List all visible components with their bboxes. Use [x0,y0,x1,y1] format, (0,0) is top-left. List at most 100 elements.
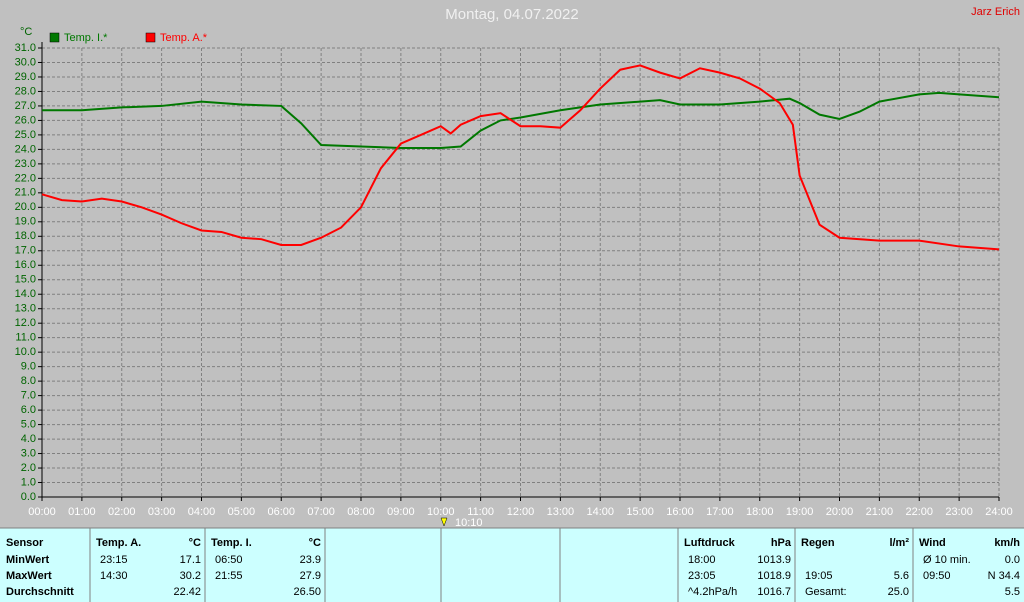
table-cell: 09:50 [923,570,951,582]
y-tick-label: 13.0 [15,303,36,315]
table-header: Luftdruck [684,537,736,549]
x-tick-label: 07:00 [307,506,335,518]
x-tick-label: 12:00 [507,506,535,518]
legend-swatch [145,32,156,43]
table: Sensor MinWert MaxWert Durchschnitt Temp. A.… [0,527,1024,602]
table-cell: 17.1 [180,554,201,566]
x-tick-label: 05:00 [228,506,256,518]
y-tick-label: 31.0 [15,42,36,54]
y-tick-label: 22.0 [15,172,36,184]
table-cell: Ø 10 min. [923,554,971,566]
table-cell: 23:15 [100,554,128,566]
marker-icon [440,517,448,527]
table-cell: 26.50 [293,586,321,598]
y-tick-label: 16.0 [15,259,36,271]
line [42,91,1000,149]
y-tick-label: 3.0 [21,447,36,459]
y-tick-label: 20.0 [15,201,36,213]
x-tick-label: 08:00 [347,506,375,518]
y-tick-label: 0.0 [21,491,36,503]
y-tick-label: 4.0 [21,433,36,445]
x-tick-label: 00:00 [28,506,56,518]
table-header: hPa [771,537,792,549]
y-tick-label: 1.0 [21,476,36,488]
table-cell: MaxWert [6,570,52,582]
legend-label: Temp. A.* [160,32,208,44]
x-tick-label: 20:00 [826,506,854,518]
table-cell: Durchschnitt [6,586,74,598]
table-cell: 5.6 [894,570,909,582]
y-tick-label: 11.0 [15,332,36,344]
x-tick-label: 13:00 [547,506,575,518]
y-tick-label: 9.0 [21,361,36,373]
y-unit: °C [20,26,32,38]
table-cell: N 34.4 [988,570,1020,582]
y-tick-label: 6.0 [21,404,36,416]
table-header: km/h [994,537,1020,549]
x-tick-label: 11:00 [467,506,494,518]
table-cell: 19:05 [805,570,833,582]
y-tick-label: 23.0 [15,158,36,170]
x-tick-label: 23:00 [945,506,973,518]
table-header: °C [189,537,201,549]
x-tick-label: 22:00 [905,506,933,518]
y-tick-label: 29.0 [15,71,36,83]
x-tick-label: 04:00 [188,506,216,518]
table-cell: 1013.9 [757,554,791,566]
y-tick-label: 10.0 [15,346,36,358]
y-tick-label: 14.0 [15,288,36,300]
table-cell: Gesamt: [805,586,847,598]
marker-label: 10:10 [455,517,483,529]
author: Jarz Erich [971,6,1020,18]
legend-label: Temp. I.* [64,32,108,44]
x-tick-label: 09:00 [387,506,415,518]
y-tick-label: 30.0 [15,56,36,68]
y-tick-label: 15.0 [15,274,36,286]
table-bg [0,528,1024,602]
table-header: °C [309,537,321,549]
x-tick-label: 16:00 [666,506,694,518]
table-cell: 14:30 [100,570,128,582]
y-tick-label: 18.0 [15,230,36,242]
y-tick-label: 5.0 [21,418,36,430]
table-cell: 25.0 [888,586,909,598]
table-cell: 1018.9 [757,570,791,582]
x-tick-label: 03:00 [148,506,176,518]
table-cell: 22.42 [173,586,201,598]
x-tick-label: 24:00 [985,506,1013,518]
table-header: Regen [801,537,835,549]
x-tick-label: 18:00 [746,506,774,518]
table-cell: 18:00 [688,554,716,566]
table-cell: 23.9 [300,554,321,566]
y-tick-label: 17.0 [15,245,36,257]
x-tick-label: 06:00 [267,506,295,518]
y-tick-label: 7.0 [21,390,36,402]
y-tick-label: 12.0 [15,317,36,329]
y-tick-label: 19.0 [15,216,36,228]
x-tick-label: 19:00 [786,506,814,518]
legend-swatch [49,32,60,43]
table-cell: 1016.7 [757,586,791,598]
table-header: l/m² [889,537,909,549]
y-tick-label: 26.0 [15,114,36,126]
table-cell: 0.0 [1005,554,1020,566]
table-cell: ^4.2hPa/h [688,586,737,598]
y-tick-label: 24.0 [15,143,36,155]
x-tick-label: 17:00 [706,506,734,518]
x-tick-label: 01:00 [68,506,96,518]
x-tick-label: 10:00 [427,506,455,518]
table-header: Temp. I. [211,537,252,549]
table-cell: 5.5 [1005,586,1020,598]
y-tick-label: 25.0 [15,129,36,141]
table-header: Wind [919,537,946,549]
table-header: Sensor [6,537,44,549]
table-cell: 27.9 [300,570,321,582]
y-tick-label: 28.0 [15,85,36,97]
x-tick-label: 15:00 [626,506,654,518]
y-tick-label: 2.0 [21,462,36,474]
table-cell: 06:50 [215,554,243,566]
table-cell: MinWert [6,554,50,566]
table-cell: 30.2 [180,570,201,582]
